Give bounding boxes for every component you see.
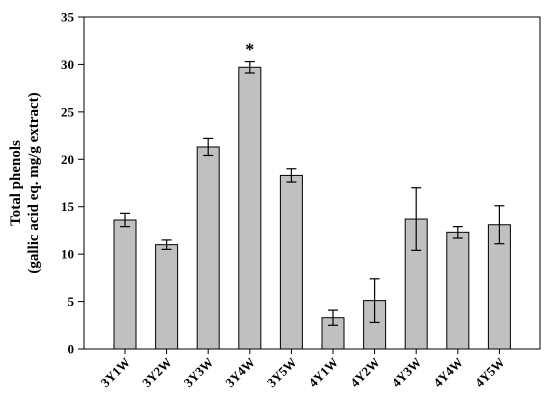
x-tick-label: 3Y5W [264,355,300,391]
error-bar [452,226,463,239]
y-tick-label: 35 [61,10,75,25]
error-bar [203,137,214,157]
y-tick-label: 25 [61,104,75,119]
error-bar [244,60,255,74]
bar [238,66,262,350]
x-tick-label: 4Y2W [347,355,383,391]
y-axis-label: Total phenols [8,140,24,226]
y-tick-label: 30 [61,57,74,72]
annotation: * [245,40,254,60]
error-bar [369,278,380,324]
bar [155,244,179,350]
x-tick-label: 3Y4W [222,355,258,391]
y-tick-label: 15 [61,199,75,214]
error-bar [286,168,297,183]
plot-frame [83,16,541,350]
x-tick-label: 4Y5W [472,355,508,391]
x-tick-label: 4Y3W [389,355,425,391]
x-tick-label: 3Y1W [97,355,133,391]
x-tick-label: 4Y4W [430,355,466,391]
y-tick-label: 5 [68,294,75,309]
y-axis-label: (gallic acid eq. mg/g extract) [26,92,42,273]
error-bar [120,212,130,228]
bar [113,219,137,350]
bar [196,146,220,350]
error-bar [328,309,338,326]
x-tick-label: 3Y2W [139,355,175,391]
error-bar [411,187,422,251]
y-tick-label: 0 [68,342,75,357]
x-tick-label: 3Y3W [181,355,217,391]
x-tick-label: 4Y1W [305,355,341,391]
y-tick-label: 20 [61,152,74,167]
error-bar [494,205,505,245]
bar [279,174,303,350]
y-tick-label: 10 [61,247,74,262]
error-bar [161,239,172,250]
bar [446,231,470,350]
